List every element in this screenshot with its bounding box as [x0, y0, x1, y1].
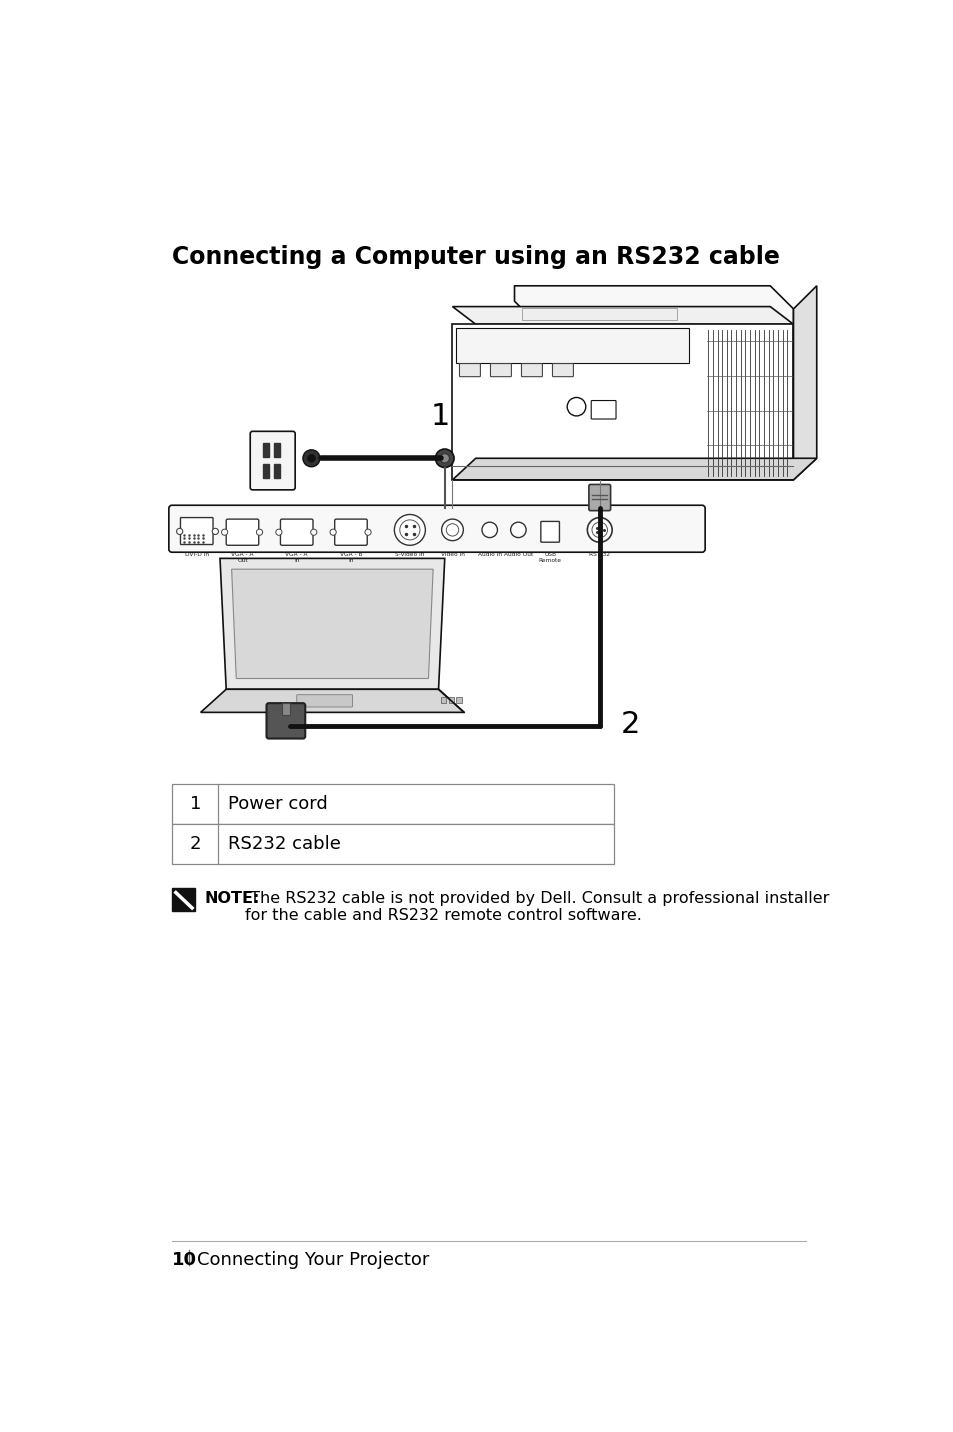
Polygon shape: [232, 569, 433, 679]
Bar: [448, 697, 454, 703]
Text: 10: 10: [172, 1250, 196, 1269]
Text: Power cord: Power cord: [228, 795, 327, 813]
Circle shape: [587, 517, 612, 543]
Bar: [172, 888, 195, 911]
Bar: [172, 783, 613, 823]
Polygon shape: [793, 286, 816, 480]
Text: S-Video In: S-Video In: [395, 553, 424, 557]
Bar: [274, 442, 280, 457]
Text: Video In: Video In: [440, 553, 464, 557]
Circle shape: [303, 450, 319, 467]
Circle shape: [435, 450, 454, 467]
FancyBboxPatch shape: [169, 505, 704, 553]
FancyBboxPatch shape: [180, 517, 213, 544]
Text: 1: 1: [190, 795, 201, 813]
Circle shape: [592, 523, 607, 537]
FancyBboxPatch shape: [226, 520, 258, 546]
FancyBboxPatch shape: [335, 520, 367, 546]
FancyBboxPatch shape: [552, 364, 573, 377]
FancyBboxPatch shape: [280, 520, 313, 546]
FancyBboxPatch shape: [266, 703, 305, 739]
Text: The RS232 cable is not provided by Dell. Consult a professional installer
for th: The RS232 cable is not provided by Dell.…: [245, 891, 828, 924]
Circle shape: [330, 528, 335, 536]
Polygon shape: [220, 558, 444, 689]
Circle shape: [365, 528, 371, 536]
Circle shape: [439, 454, 449, 463]
Circle shape: [399, 520, 419, 540]
Text: 2: 2: [190, 835, 201, 853]
Polygon shape: [200, 689, 464, 712]
Circle shape: [481, 523, 497, 537]
Text: VGA - A
Out: VGA - A Out: [231, 553, 253, 563]
Text: Connecting a Computer using an RS232 cable: Connecting a Computer using an RS232 cab…: [172, 245, 779, 269]
Circle shape: [275, 528, 282, 536]
Circle shape: [441, 520, 463, 541]
Bar: [456, 328, 688, 362]
Polygon shape: [452, 324, 793, 480]
FancyBboxPatch shape: [459, 364, 480, 377]
Text: DVI-D In: DVI-D In: [185, 553, 209, 557]
Text: VGA - B
In: VGA - B In: [339, 553, 362, 563]
Bar: [262, 442, 269, 457]
Polygon shape: [514, 286, 793, 324]
Text: USB
Remote: USB Remote: [538, 553, 561, 563]
Text: 2: 2: [620, 710, 639, 739]
Text: Connecting Your Projector: Connecting Your Projector: [196, 1250, 429, 1269]
FancyBboxPatch shape: [490, 364, 511, 377]
Bar: [521, 308, 677, 319]
Text: Audio Out: Audio Out: [503, 553, 533, 557]
FancyBboxPatch shape: [588, 484, 610, 511]
Circle shape: [221, 528, 228, 536]
Circle shape: [446, 524, 458, 536]
Text: NOTE:: NOTE:: [204, 891, 259, 906]
Circle shape: [567, 398, 585, 415]
Bar: [440, 697, 446, 703]
Circle shape: [212, 528, 218, 534]
Circle shape: [176, 528, 183, 534]
Text: Audio In: Audio In: [477, 553, 501, 557]
FancyBboxPatch shape: [591, 401, 616, 420]
Text: 1: 1: [431, 402, 450, 431]
Polygon shape: [452, 458, 816, 480]
Circle shape: [510, 523, 525, 537]
Circle shape: [394, 514, 425, 546]
Text: VGA - A
In: VGA - A In: [285, 553, 308, 563]
FancyBboxPatch shape: [296, 695, 353, 707]
Bar: [274, 464, 280, 478]
Bar: [172, 823, 613, 863]
Circle shape: [256, 528, 262, 536]
Polygon shape: [452, 306, 793, 324]
FancyBboxPatch shape: [521, 364, 542, 377]
Bar: [282, 703, 290, 715]
Circle shape: [307, 454, 315, 463]
Circle shape: [311, 528, 316, 536]
FancyBboxPatch shape: [250, 431, 294, 490]
Bar: [456, 697, 461, 703]
Text: RS 232: RS 232: [589, 553, 610, 557]
Text: RS232 cable: RS232 cable: [228, 835, 340, 853]
Bar: [262, 464, 269, 478]
FancyBboxPatch shape: [540, 521, 558, 543]
